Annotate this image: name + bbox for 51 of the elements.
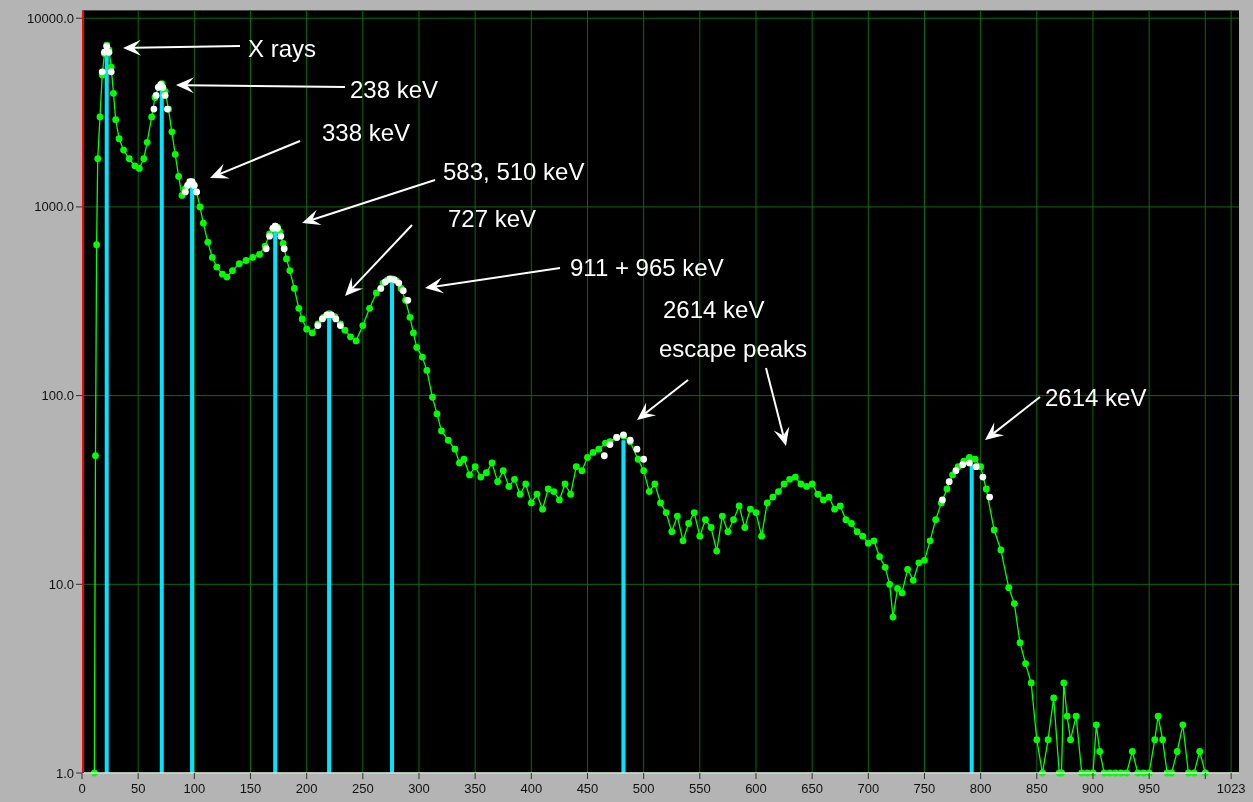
point [107, 68, 115, 76]
annotation: 583, 510 keV [443, 158, 585, 185]
annotation: 2614 keV [1045, 384, 1147, 411]
point [150, 105, 158, 113]
point [972, 463, 980, 471]
x-tick-label: 350 [464, 781, 487, 796]
y-tick-label: 10.0 [48, 576, 74, 592]
x-tick-label: 1023 [1216, 781, 1246, 796]
x-tick-label: 250 [351, 781, 374, 796]
annotation: 911 + 965 keV [570, 254, 724, 281]
point [633, 445, 641, 453]
annotation: 727 keV [448, 205, 537, 232]
x-tick-label: 900 [1082, 781, 1104, 796]
point [952, 467, 960, 475]
point [277, 232, 285, 240]
x-tick-label: 950 [1138, 781, 1160, 796]
point [640, 455, 648, 463]
x-tick-label: 700 [857, 781, 880, 796]
x-tick-label: 150 [239, 781, 262, 796]
x-tick-label: 300 [408, 781, 430, 796]
point [280, 245, 288, 253]
y-tick-label: 100.0 [41, 388, 74, 404]
x-tick-label: 750 [913, 781, 936, 796]
point [377, 284, 385, 292]
x-tick-label: 0 [78, 781, 86, 796]
point [945, 478, 953, 486]
point [959, 461, 967, 469]
x-tick-label: 400 [520, 781, 543, 796]
point [181, 188, 189, 196]
annotation: X rays [248, 35, 317, 62]
x-tick-label: 500 [632, 781, 655, 796]
x-tick-label: 100 [183, 781, 206, 796]
point [161, 91, 169, 99]
y-tick-label: 1.0 [55, 765, 74, 781]
x-tick-label: 850 [1025, 781, 1048, 796]
x-tick-label: 800 [969, 781, 992, 796]
x-tick-label: 550 [688, 781, 711, 796]
point [979, 473, 987, 481]
annotation: 2614 keV escape peaks [659, 296, 808, 362]
x-tick-label: 50 [130, 781, 146, 796]
point [986, 493, 994, 501]
x-tick-label: 600 [745, 781, 767, 796]
annotation: 238 keV [350, 76, 439, 103]
x-tick-label: 200 [295, 781, 318, 796]
x-tick-label: 450 [576, 781, 599, 796]
point [600, 452, 608, 460]
point [966, 459, 973, 467]
y-tick-label: 10000.0 [27, 10, 74, 26]
y-tick-label: 1000.0 [34, 199, 74, 215]
x-tick-label: 650 [801, 781, 823, 796]
annotation: 338 keV [322, 119, 411, 146]
